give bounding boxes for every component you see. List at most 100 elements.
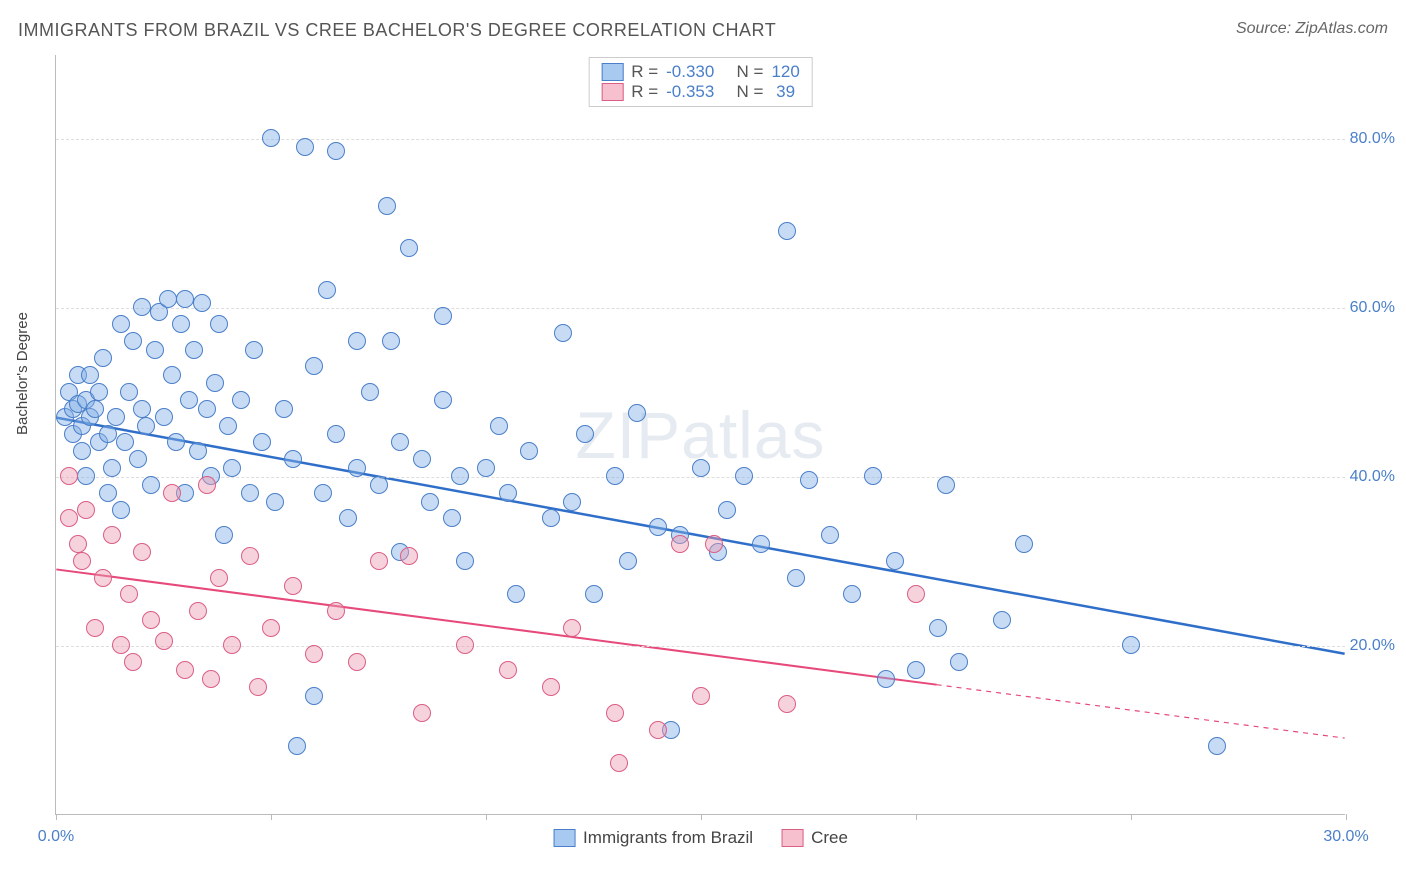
data-point [490, 417, 508, 435]
data-point [929, 619, 947, 637]
data-point [73, 552, 91, 570]
data-point [249, 678, 267, 696]
data-point [305, 645, 323, 663]
x-tick [1346, 814, 1347, 820]
data-point [318, 281, 336, 299]
data-point [120, 585, 138, 603]
data-point [619, 552, 637, 570]
gridline [56, 477, 1345, 478]
data-point [124, 332, 142, 350]
x-tick-label: 30.0% [1323, 828, 1368, 846]
legend-swatch [601, 83, 623, 101]
data-point [735, 467, 753, 485]
data-point [90, 383, 108, 401]
data-point [778, 695, 796, 713]
data-point [262, 129, 280, 147]
x-tick [271, 814, 272, 820]
data-point [671, 535, 689, 553]
data-point [223, 459, 241, 477]
data-point [554, 324, 572, 342]
data-point [124, 653, 142, 671]
data-point [73, 442, 91, 460]
data-point [94, 349, 112, 367]
data-point [718, 501, 736, 519]
data-point [752, 535, 770, 553]
source-label: Source: ZipAtlas.com [1236, 20, 1388, 38]
legend-swatch [553, 829, 575, 847]
data-point [262, 619, 280, 637]
data-point [120, 383, 138, 401]
data-point [907, 585, 925, 603]
data-point [314, 484, 332, 502]
data-point [348, 653, 366, 671]
data-point [99, 484, 117, 502]
data-point [137, 417, 155, 435]
data-point [456, 552, 474, 570]
data-point [129, 450, 147, 468]
data-point [116, 433, 134, 451]
data-point [1122, 636, 1140, 654]
gridline [56, 308, 1345, 309]
data-point [284, 577, 302, 595]
data-point [391, 433, 409, 451]
data-point [477, 459, 495, 477]
data-point [155, 408, 173, 426]
data-point [215, 526, 233, 544]
legend-label: Immigrants from Brazil [583, 828, 753, 848]
data-point [576, 425, 594, 443]
y-axis-title: Bachelor's Degree [14, 312, 31, 435]
data-point [241, 547, 259, 565]
data-point [86, 619, 104, 637]
data-point [112, 315, 130, 333]
data-point [606, 467, 624, 485]
plot-area: ZIPatlas R =-0.330 N =120R =-0.353 N = 3… [55, 55, 1345, 815]
data-point [232, 391, 250, 409]
legend-item: Cree [781, 828, 848, 848]
x-tick [1131, 814, 1132, 820]
data-point [198, 476, 216, 494]
legend-stat-row: R =-0.330 N =120 [601, 62, 800, 82]
data-point [296, 138, 314, 156]
data-point [361, 383, 379, 401]
data-point [133, 400, 151, 418]
data-point [206, 374, 224, 392]
legend-stats: R =-0.330 N =120R =-0.353 N = 39 [588, 57, 813, 107]
data-point [434, 391, 452, 409]
data-point [606, 704, 624, 722]
data-point [456, 636, 474, 654]
data-point [542, 509, 560, 527]
data-point [563, 493, 581, 511]
data-point [60, 509, 78, 527]
data-point [443, 509, 461, 527]
data-point [843, 585, 861, 603]
data-point [907, 661, 925, 679]
data-point [185, 341, 203, 359]
gridline [56, 646, 1345, 647]
data-point [649, 721, 667, 739]
y-tick-label: 80.0% [1350, 130, 1395, 148]
trend-line [56, 418, 1344, 654]
y-tick-label: 20.0% [1350, 637, 1395, 655]
data-point [163, 366, 181, 384]
data-point [705, 535, 723, 553]
x-tick [701, 814, 702, 820]
data-point [950, 653, 968, 671]
data-point [180, 391, 198, 409]
data-point [60, 467, 78, 485]
legend-swatch [601, 63, 623, 81]
data-point [189, 602, 207, 620]
x-tick [486, 814, 487, 820]
data-point [275, 400, 293, 418]
data-point [172, 315, 190, 333]
x-tick-label: 0.0% [38, 828, 74, 846]
data-point [348, 332, 366, 350]
data-point [499, 484, 517, 502]
data-point [864, 467, 882, 485]
data-point [692, 687, 710, 705]
data-point [86, 400, 104, 418]
data-point [400, 547, 418, 565]
data-point [507, 585, 525, 603]
data-point [81, 366, 99, 384]
data-point [370, 552, 388, 570]
data-point [103, 459, 121, 477]
